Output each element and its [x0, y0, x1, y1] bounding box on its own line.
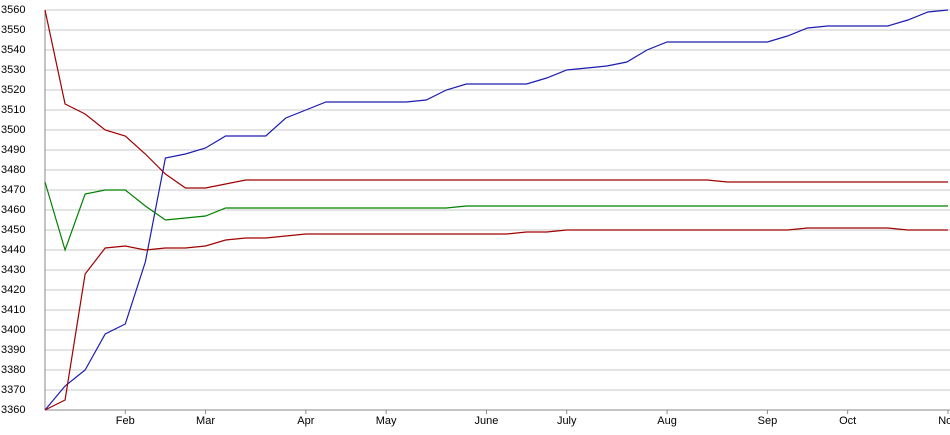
y-tick-label: 3410: [1, 304, 25, 316]
y-tick-label: 3510: [1, 104, 25, 116]
y-tick-label: 3520: [1, 84, 25, 96]
x-tick-label: Oct: [839, 415, 856, 427]
series-line: [44, 9, 949, 411]
y-tick-label: 3380: [1, 364, 25, 376]
y-tick-label: 3440: [1, 244, 25, 256]
y-tick-label: 3540: [1, 44, 25, 56]
y-tick-label: 3500: [1, 124, 25, 136]
y-tick-label: 3470: [1, 184, 25, 196]
x-tick-label: Feb: [116, 415, 135, 427]
y-tick-label: 3550: [1, 24, 25, 36]
x-tick-label: Nov: [938, 415, 950, 427]
x-tick-label: July: [557, 415, 577, 427]
x-tick-label: Apr: [297, 415, 314, 427]
series-line: [44, 227, 948, 411]
x-tick-label: Aug: [657, 415, 677, 427]
x-tick-label: May: [376, 415, 397, 427]
y-tick-label: 3460: [1, 204, 25, 216]
y-tick-label: 3360: [1, 404, 25, 416]
y-tick-label: 3400: [1, 324, 25, 336]
x-tick-label: Mar: [196, 415, 215, 427]
y-tick-label: 3370: [1, 384, 25, 396]
y-tick-label: 3430: [1, 264, 25, 276]
y-tick-label: 3490: [1, 144, 25, 156]
x-tick-label: Sep: [758, 415, 778, 427]
y-tick-label: 3480: [1, 164, 25, 176]
x-tick-label: June: [475, 415, 499, 427]
y-tick-label: 3390: [1, 344, 25, 356]
y-tick-label: 3450: [1, 224, 25, 236]
y-tick-label: 3560: [1, 4, 25, 16]
y-tick-label: 3420: [1, 284, 25, 296]
y-tick-label: 3530: [1, 64, 25, 76]
series-line: [44, 9, 948, 189]
series-line: [44, 181, 948, 252]
